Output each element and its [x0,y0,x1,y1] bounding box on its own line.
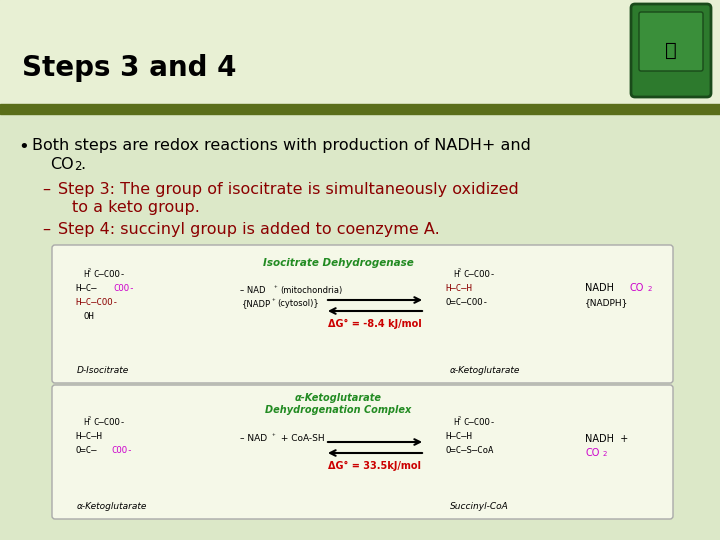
Text: COO-: COO- [111,446,132,455]
Text: NADH: NADH [585,283,614,293]
Text: α-Ketoglutarate: α-Ketoglutarate [294,393,382,403]
Text: H: H [453,270,459,279]
Text: – NAD: – NAD [240,434,267,443]
Text: .: . [80,157,85,172]
Text: to a keto group.: to a keto group. [72,200,200,215]
Text: 2: 2 [88,416,91,421]
Text: 2: 2 [74,160,81,173]
FancyBboxPatch shape [631,4,711,97]
Text: + CoA-SH: + CoA-SH [278,434,325,443]
Text: D-Isocitrate: D-Isocitrate [77,366,130,375]
Text: 2: 2 [458,416,461,421]
Text: O=C–S–CoA: O=C–S–CoA [445,446,493,455]
Text: H: H [83,270,89,279]
Text: H–C–H: H–C–H [445,284,472,293]
Text: H–C–H: H–C–H [75,432,102,441]
FancyBboxPatch shape [52,385,673,519]
Text: •: • [18,138,29,156]
Text: C–COO-: C–COO- [463,270,495,279]
FancyBboxPatch shape [52,245,673,383]
Text: ⁺: ⁺ [274,286,278,292]
Text: 🏛: 🏛 [665,40,677,59]
Bar [0,114,720,540]
Text: CO: CO [630,283,644,293]
FancyBboxPatch shape [639,12,703,71]
Text: α-Ketoglutarate: α-Ketoglutarate [77,502,148,511]
Text: 2: 2 [648,286,652,292]
Text: C–COO-: C–COO- [93,418,125,427]
Text: {NADP: {NADP [242,299,271,308]
Text: H–C–: H–C– [75,284,96,293]
Text: O=C–: O=C– [75,446,96,455]
Text: CO: CO [585,448,599,458]
Text: {NADPH}: {NADPH} [585,298,629,307]
Text: C–COO-: C–COO- [93,270,125,279]
Text: NADH  +: NADH + [585,434,629,444]
Text: α-Ketoglutarate: α-Ketoglutarate [450,366,521,375]
Text: H–C–COO-: H–C–COO- [75,298,118,307]
Text: –: – [42,222,50,237]
Text: ΔG° = 33.5kJ/mol: ΔG° = 33.5kJ/mol [328,461,421,471]
Text: –: – [42,182,50,197]
Text: Succinyl-CoA: Succinyl-CoA [450,502,509,511]
Text: COO-: COO- [113,284,135,293]
Bar [0,0,720,110]
Text: Step 3: The group of isocitrate is simultaneously oxidized: Step 3: The group of isocitrate is simul… [58,182,518,197]
Text: H: H [83,418,89,427]
Text: H–C–H: H–C–H [445,432,472,441]
Text: Isocitrate Dehydrogenase: Isocitrate Dehydrogenase [263,258,413,268]
Text: Both steps are redox reactions with production of NADH+ and: Both steps are redox reactions with prod… [32,138,531,153]
Text: ⁺: ⁺ [272,434,276,440]
Text: C–COO-: C–COO- [463,418,495,427]
Text: OH: OH [83,312,94,321]
Text: Steps 3 and 4: Steps 3 and 4 [22,54,236,82]
Text: CO: CO [50,157,73,172]
Text: (cytosol)}: (cytosol)} [277,299,319,308]
Text: (mitochondria): (mitochondria) [280,286,342,295]
Text: 2: 2 [88,268,91,273]
Text: H: H [453,418,459,427]
Text: 2: 2 [603,451,608,457]
Text: Step 4: succinyl group is added to coenzyme A.: Step 4: succinyl group is added to coenz… [58,222,440,237]
Text: 2: 2 [458,268,461,273]
Text: Dehydrogenation Complex: Dehydrogenation Complex [265,405,411,415]
Bar [0,104,720,114]
Text: O=C–COO-: O=C–COO- [445,298,488,307]
Text: ⁺: ⁺ [272,299,276,305]
Text: ΔG° = -8.4 kJ/mol: ΔG° = -8.4 kJ/mol [328,319,422,329]
Text: – NAD: – NAD [240,286,266,295]
